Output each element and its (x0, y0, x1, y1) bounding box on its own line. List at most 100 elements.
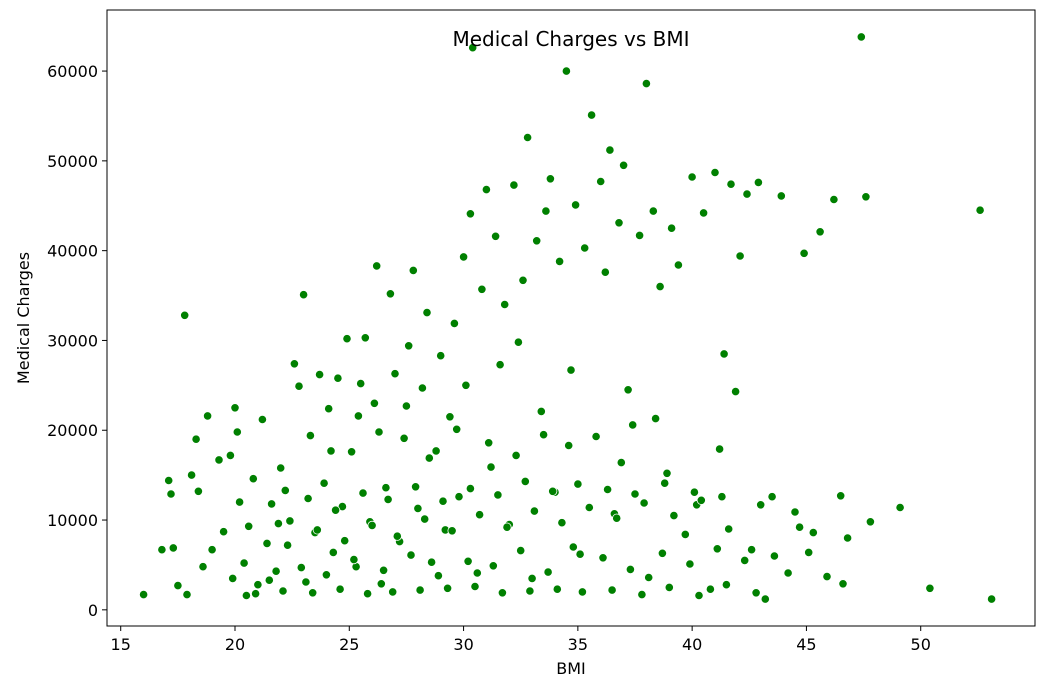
data-point (219, 527, 229, 537)
data-point (719, 349, 729, 359)
data-point (735, 251, 745, 261)
data-point (230, 403, 240, 413)
data-point (301, 577, 311, 587)
data-point (390, 369, 400, 379)
data-point (518, 275, 528, 285)
data-point (573, 479, 583, 489)
data-point (461, 380, 471, 390)
data-point (836, 491, 846, 501)
data-point (187, 470, 197, 480)
data-point (502, 522, 512, 532)
data-point (340, 536, 350, 546)
data-point (376, 579, 386, 589)
y-axis-label: Medical Charges (14, 252, 33, 384)
data-point (401, 401, 411, 411)
data-point (385, 289, 395, 299)
data-point (449, 318, 459, 328)
data-point (367, 520, 377, 531)
data-point (561, 66, 572, 76)
data-point (861, 192, 871, 202)
data-point (721, 580, 732, 590)
data-point (614, 218, 624, 228)
data-point (280, 485, 290, 495)
data-point (529, 506, 540, 516)
data-point (415, 585, 425, 595)
data-point (545, 174, 556, 184)
data-point (634, 230, 645, 240)
data-point (157, 545, 167, 555)
data-point (829, 194, 839, 205)
x-tick-label: 15 (111, 635, 131, 654)
plot-frame (106, 9, 1036, 627)
data-point (346, 447, 357, 457)
data-point (975, 205, 985, 215)
y-tick-label: 40000 (47, 242, 98, 261)
points-layer (139, 32, 997, 604)
x-axis-label: BMI (556, 659, 586, 678)
data-point (198, 562, 208, 572)
data-point (822, 571, 832, 582)
data-point (294, 381, 304, 391)
data-point (760, 594, 770, 604)
data-point (468, 43, 478, 53)
data-point (477, 284, 487, 294)
data-point (532, 236, 542, 246)
data-point (193, 486, 203, 496)
data-point (648, 206, 658, 216)
data-point (497, 588, 507, 598)
data-point (596, 176, 606, 187)
y-tick-label: 0 (88, 601, 98, 620)
data-point (463, 556, 473, 566)
data-point (712, 544, 722, 554)
data-point (694, 590, 704, 601)
data-point (328, 547, 338, 558)
data-point (742, 189, 752, 199)
data-point (639, 498, 649, 508)
y-tick-label: 30000 (47, 331, 98, 350)
data-point (381, 483, 391, 493)
data-point (445, 412, 455, 422)
data-point (182, 589, 192, 600)
data-point (271, 566, 281, 576)
data-point (262, 538, 272, 549)
data-point (383, 494, 393, 504)
data-point (374, 427, 384, 437)
data-point (289, 359, 299, 369)
data-point (644, 572, 654, 583)
data-point (353, 411, 363, 421)
data-point (349, 554, 359, 565)
data-point (319, 478, 329, 488)
data-point (660, 478, 670, 488)
data-point (616, 457, 626, 468)
data-point (408, 265, 418, 275)
data-point (865, 517, 876, 527)
data-point (372, 261, 382, 271)
data-point (541, 206, 551, 216)
data-point (618, 160, 629, 170)
data-point (536, 406, 546, 416)
data-point (486, 462, 496, 472)
data-point (655, 281, 665, 292)
data-point (756, 500, 766, 510)
data-point (568, 542, 578, 552)
data-point (278, 586, 288, 596)
data-point (895, 502, 905, 513)
data-point (625, 564, 636, 575)
data-point (282, 540, 293, 550)
data-point (164, 475, 174, 486)
x-tick-label: 50 (911, 635, 931, 654)
data-point (724, 524, 734, 534)
data-point (438, 496, 448, 506)
data-point (511, 450, 521, 460)
x-tick-label: 35 (568, 635, 588, 654)
data-point (330, 505, 341, 515)
data-point (139, 589, 149, 600)
data-point (685, 559, 695, 569)
x-tick-label: 45 (796, 635, 816, 654)
data-point (513, 337, 524, 347)
data-point (794, 522, 805, 532)
data-point (705, 584, 716, 594)
data-point (472, 568, 482, 578)
data-point (842, 533, 853, 543)
data-point (431, 446, 441, 456)
